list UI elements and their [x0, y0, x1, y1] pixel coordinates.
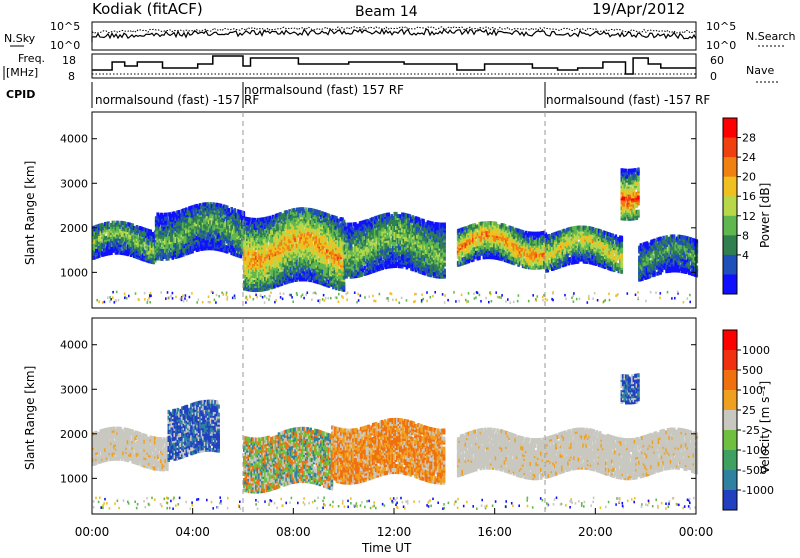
power-cells-cell	[166, 217, 169, 221]
power-cells-cell	[443, 245, 446, 249]
power-cells-cell	[124, 246, 127, 250]
power-cells-cell	[360, 265, 363, 269]
cpid-label: CPID	[6, 88, 35, 101]
power-cells-cell	[269, 216, 272, 220]
nsky-trace	[92, 29, 696, 42]
nsky-tick-bottom-right: 10^0	[706, 39, 736, 52]
date-label: 19/Apr/2012	[592, 0, 685, 18]
beam-label: Beam 14	[355, 4, 418, 20]
freq-label-line2: [MHz]	[6, 66, 38, 79]
freq-tick-bottom: 8	[68, 70, 75, 83]
power-cells-cell	[388, 213, 391, 217]
cpid-segment-2: normalsound (fast) 157 RF	[244, 83, 404, 97]
power-cells-cell	[276, 223, 279, 227]
power-cells-cell	[443, 263, 446, 267]
cpid-segment-3: normalsound (fast) -157 RF	[546, 93, 710, 107]
power-cells-cell	[363, 266, 366, 270]
nsky-tick-bottom-left: 10^0	[50, 39, 80, 52]
power-cells-cell	[443, 223, 446, 227]
power-cells-cell	[296, 238, 299, 242]
freq-label-line1: Freq.	[18, 52, 45, 65]
power-cells-cell	[443, 249, 446, 253]
power-cells-cell	[362, 236, 365, 240]
nsky-tick-top-right: 10^5	[706, 20, 736, 33]
power-cells-cell	[344, 222, 347, 226]
power-cells-cell	[350, 223, 353, 227]
power-cells-cell	[443, 269, 446, 273]
nsky-tick-top-left: 10^5	[50, 20, 80, 33]
nave-tick-top: 60	[710, 54, 724, 67]
power-cells-cell	[345, 243, 348, 247]
power-cells-cell	[240, 254, 243, 258]
freq-panel: Freq. [MHz] 18 8 60 0 Nave	[4, 52, 778, 83]
nsky-label: N.Sky	[4, 32, 36, 45]
cpid-row: CPID normalsound (fast) -157 RF normalso…	[6, 82, 710, 108]
power-cells-cell	[266, 243, 269, 247]
nave-tick-bottom: 0	[710, 70, 717, 83]
freq-trace	[92, 56, 696, 74]
power-cells-cell	[178, 210, 181, 214]
power-cells-cell	[233, 208, 236, 212]
power-cells-cell	[285, 210, 288, 214]
nsky-panel: N.Sky 10^5 10^0 10^5 10^0 N.Search	[4, 20, 796, 52]
power-cells-cell	[142, 243, 145, 247]
power-cells-cell	[422, 219, 425, 223]
power-cells-cell	[326, 259, 329, 263]
nave-label: Nave	[746, 64, 774, 77]
nsearch-label: N.Search	[746, 30, 796, 43]
cpid-segment-1: normalsound (fast) -157 RF	[95, 93, 259, 107]
power-cells-cell	[227, 208, 230, 212]
power-cells-cell	[443, 257, 446, 261]
freq-tick-top: 18	[62, 54, 76, 67]
station-title: Kodiak (fitACF)	[92, 0, 203, 18]
power-cells-cell	[343, 282, 346, 286]
power-echo-cells	[92, 168, 698, 305]
